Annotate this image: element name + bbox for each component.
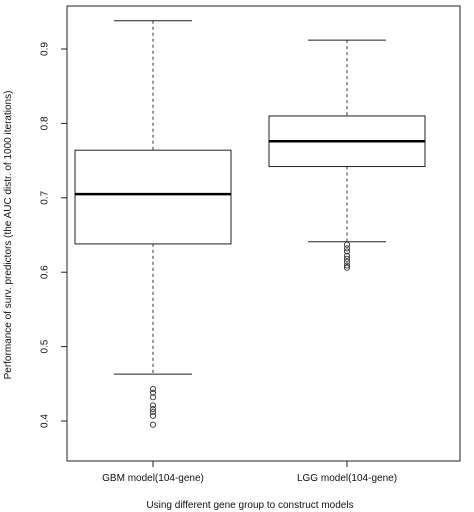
outlier-point [149,385,157,393]
outlier-point [343,248,351,255]
outlier-point [343,255,351,262]
outlier-point [149,406,157,413]
outlier-point [149,409,157,416]
iqr-box [74,149,232,245]
y-axis-title: Performance of surv. predictors (the AUC… [3,91,14,380]
outlier-point [343,258,351,265]
y-axis: 0.4 0.5 0.6 0.7 0.8 0.9 [40,42,67,428]
outlier-point [149,421,157,428]
outlier-point [149,412,157,419]
outlier-point [343,262,351,269]
y-tick-label: 0.8 [40,116,51,130]
outlier-point [343,264,351,271]
x-axis-title: Using different gene group to construct … [146,500,353,511]
box-group [268,39,426,271]
x-tick-label: LGG model(104-gene) [297,473,397,484]
y-tick-label: 0.7 [40,190,51,204]
box-group [74,20,232,428]
outlier-point [149,394,157,401]
y-tick-label: 0.4 [40,414,51,428]
outlier-point [343,252,351,259]
outlier-point [343,241,351,248]
x-axis: GBM model(104-gene) LGG model(104-gene) [102,460,397,484]
outlier-point [149,402,157,409]
boxes [74,20,426,428]
y-tick-label: 0.9 [40,42,51,56]
y-tick-label: 0.6 [40,265,51,279]
outlier-point [149,389,157,396]
x-tick-label: GBM model(104-gene) [102,473,204,484]
outlier-point [343,245,351,252]
y-tick-label: 0.5 [40,339,51,353]
